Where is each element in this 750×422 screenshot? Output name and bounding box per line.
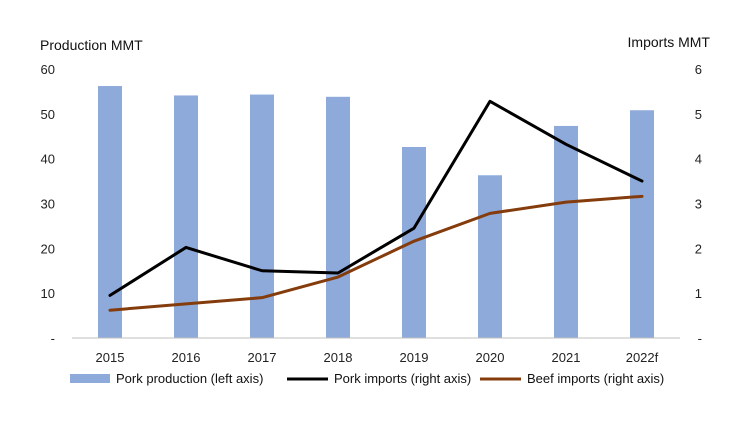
x-axis-tick-2021: 2021 <box>552 350 581 365</box>
left-axis-title: Production MMT <box>40 37 143 53</box>
bar-pork-production-2015 <box>98 86 122 338</box>
x-axis-tick-2016: 2016 <box>172 350 201 365</box>
legend-label-pork-production: Pork production (left axis) <box>116 371 263 386</box>
x-axis-tick-2018: 2018 <box>324 350 353 365</box>
right-axis-tick: 5 <box>695 107 702 122</box>
line-pork-imports <box>108 99 644 297</box>
line-series-group <box>108 99 644 312</box>
left-axis-tick: 30 <box>41 197 55 212</box>
left-axis-tick: 20 <box>41 241 55 256</box>
bar-pork-production-2017 <box>250 94 274 339</box>
bar-pork-production-2021 <box>554 125 578 339</box>
right-axis-title: Imports MMT <box>628 34 711 50</box>
bar-pork-production-2018 <box>326 96 350 339</box>
legend: Pork production (left axis) Pork imports… <box>70 371 664 386</box>
legend-swatch-pork-production <box>70 374 110 383</box>
right-axis-ticks: - 1 2 3 4 5 6 <box>695 62 702 346</box>
left-axis-tick: - <box>51 331 55 346</box>
line-beef-imports <box>108 194 644 312</box>
x-axis-tick-2017: 2017 <box>248 350 277 365</box>
left-axis-tick: 50 <box>41 107 55 122</box>
legend-label-pork-imports: Pork imports (right axis) <box>334 371 471 386</box>
x-axis-tick-2020: 2020 <box>476 350 505 365</box>
x-axis-tick-2022f: 2022f <box>626 350 659 365</box>
right-axis-tick: 2 <box>695 241 702 256</box>
right-axis-tick: - <box>698 331 702 346</box>
x-axis-ticks: 2015 2016 2017 2018 2019 2020 2021 2022f <box>96 350 659 365</box>
right-axis-tick: 4 <box>695 152 702 167</box>
right-axis-tick: 6 <box>695 62 702 77</box>
left-axis-tick: 10 <box>41 286 55 301</box>
x-axis-tick-2015: 2015 <box>96 350 125 365</box>
x-axis-tick-2019: 2019 <box>400 350 429 365</box>
left-axis-tick: 60 <box>41 62 55 77</box>
bar-series-pork-production <box>98 86 654 339</box>
bar-pork-production-2022f <box>630 110 654 338</box>
bar-pork-production-2016 <box>174 95 198 339</box>
bar-pork-production-2020 <box>478 175 502 338</box>
left-axis-tick: 40 <box>41 152 55 167</box>
left-axis-ticks: - 10 20 30 40 50 60 <box>41 62 55 346</box>
legend-label-beef-imports: Beef imports (right axis) <box>527 371 664 386</box>
right-axis-tick: 3 <box>695 197 702 212</box>
right-axis-tick: 1 <box>695 286 702 301</box>
